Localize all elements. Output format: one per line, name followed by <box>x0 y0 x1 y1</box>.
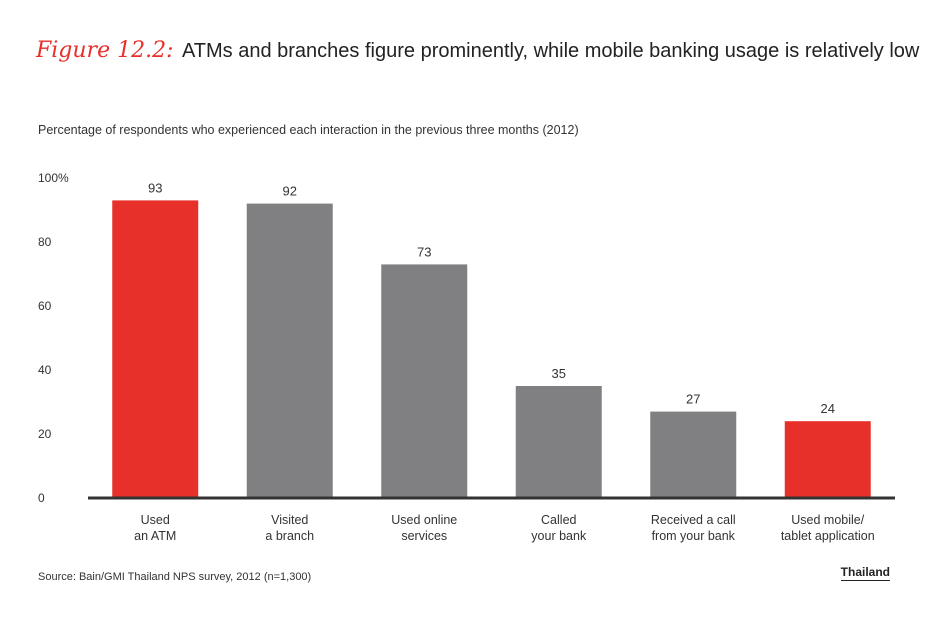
title-text: ATMs and branches figure prominently, wh… <box>181 40 920 62</box>
x-category-label: Called <box>541 513 576 527</box>
x-category-label: an ATM <box>134 529 176 543</box>
y-tick-label: 60 <box>38 299 52 313</box>
figure-label: Figure 12.2: <box>36 38 174 63</box>
y-tick-label: 80 <box>38 235 52 249</box>
bar <box>246 203 333 498</box>
x-category-label: your bank <box>531 529 587 543</box>
region-label: Thailand <box>840 565 890 581</box>
y-tick-label: 40 <box>38 363 52 377</box>
bar-value-label: 92 <box>283 184 297 199</box>
x-category-label: Used <box>141 513 170 527</box>
bar-value-label: 35 <box>552 366 566 381</box>
x-category-label: tablet application <box>781 529 875 543</box>
bar <box>515 386 602 498</box>
bar <box>784 421 871 498</box>
bar-value-label: 73 <box>417 244 431 259</box>
chart-title: Figure 12.2: ATMs and branches figure pr… <box>36 38 919 63</box>
bar-value-label: 27 <box>686 392 700 407</box>
x-category-label: services <box>401 529 447 543</box>
x-category-label: a branch <box>265 529 314 543</box>
bar-value-label: 93 <box>148 180 162 195</box>
bar <box>381 264 468 498</box>
bar <box>650 411 737 498</box>
y-tick-label: 0 <box>38 491 45 505</box>
x-category-label: from your bank <box>652 529 736 543</box>
bar-value-label: 24 <box>821 401 835 416</box>
x-category-label: Used mobile/ <box>791 513 864 527</box>
x-category-label: Visited <box>271 513 308 527</box>
bar <box>112 200 199 498</box>
chart-subtitle: Percentage of respondents who experience… <box>38 123 579 137</box>
x-category-label: Received a call <box>651 513 736 527</box>
source-note: Source: Bain/GMI Thailand NPS survey, 20… <box>38 571 312 583</box>
y-tick-label: 20 <box>38 427 52 441</box>
y-tick-label: 100% <box>38 171 69 185</box>
x-category-label: Used online <box>391 513 457 527</box>
